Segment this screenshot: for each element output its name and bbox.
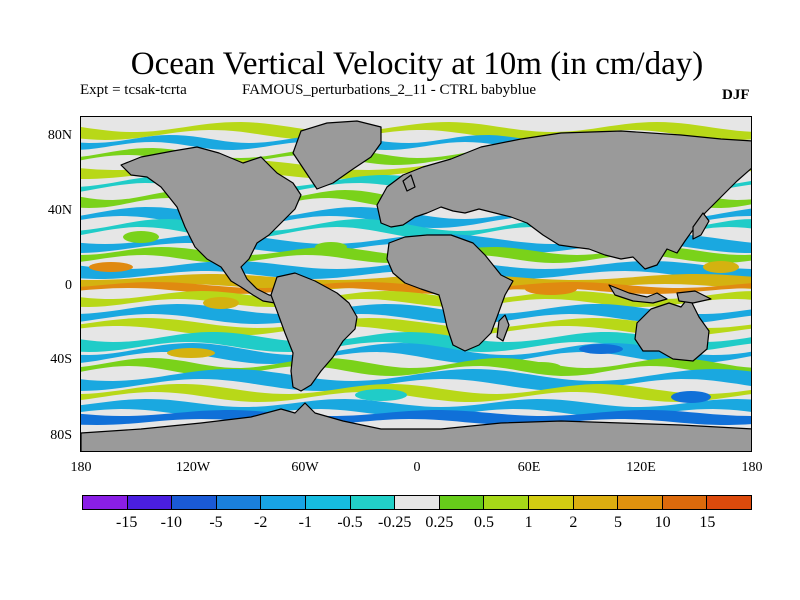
legend-color-box: [484, 496, 529, 509]
velocity-contour-band: [81, 384, 751, 402]
velocity-patch: [167, 348, 215, 358]
antarctica-landmass: [81, 402, 751, 451]
legend-value-label: -1: [298, 514, 312, 531]
velocity-patch: [203, 297, 239, 309]
legend-value-label: -5: [209, 514, 223, 531]
lon-tick-label: 60W: [291, 460, 319, 475]
legend-color-box: [261, 496, 306, 509]
legend-color-box: [707, 496, 751, 509]
legend-color-box: [618, 496, 663, 509]
greenland-landmass: [292, 120, 382, 190]
season-label: DJF: [722, 87, 750, 103]
lon-tick-label: 180: [70, 460, 92, 475]
lon-tick-label: 120E: [626, 460, 656, 475]
lat-tick-label: 80S: [50, 428, 72, 443]
velocity-patch: [703, 261, 739, 273]
new-guinea-landmass: [676, 290, 712, 304]
velocity-patch: [579, 344, 623, 354]
legend-color-box: [216, 496, 262, 509]
velocity-contour-band: [81, 318, 751, 336]
legend-value-label: -2: [253, 514, 268, 531]
legend-color-box: [395, 496, 440, 509]
south-america-landmass: [270, 272, 358, 392]
legend-color-box: [439, 496, 485, 509]
lon-tick-label: 180: [741, 460, 763, 475]
velocity-patch: [89, 262, 133, 272]
lat-tick-label: 40S: [50, 352, 72, 367]
legend-color-box: [305, 496, 351, 509]
legend-color-box: [83, 496, 128, 509]
legend-color-box: [573, 496, 619, 509]
legend-color-box: [127, 496, 173, 509]
lat-tick-label: 40N: [47, 203, 72, 218]
legend-color-box: [662, 496, 708, 509]
experiment-label: Expt = tcsak-tcrta: [80, 82, 187, 98]
madagascar-landmass: [496, 314, 510, 342]
velocity-patch: [123, 231, 159, 243]
japan-islands: [692, 212, 710, 240]
legend-value-label: -0.5: [337, 514, 363, 531]
map-title: Ocean Vertical Velocity at 10m (in cm/da…: [130, 46, 704, 82]
legend-value-label: 10: [654, 514, 671, 531]
velocity-patch: [525, 283, 577, 295]
velocity-patch: [521, 362, 561, 372]
legend-value-label: 0.25: [425, 514, 454, 531]
lat-tick-label: 80N: [47, 128, 72, 143]
color-legend-bar: [82, 495, 752, 510]
legend-value-label: 5: [614, 514, 622, 531]
legend-value-label: -0.25: [377, 514, 412, 531]
indonesia-islands: [608, 284, 668, 304]
velocity-contour-band: [81, 304, 751, 324]
africa-landmass: [386, 234, 514, 352]
lon-tick-label: 0: [413, 460, 421, 475]
legend-value-label: 2: [569, 514, 578, 531]
legend-color-box: [172, 496, 217, 509]
lon-tick-label: 60E: [517, 460, 541, 475]
velocity-contour-band: [81, 291, 751, 307]
velocity-patch: [315, 242, 347, 252]
legend-value-label: 0.5: [474, 514, 494, 531]
description-label: FAMOUS_perturbations_2_11 - CTRL babyblu…: [242, 82, 537, 98]
legend-value-label: 15: [699, 514, 716, 531]
velocity-contour-band: [81, 122, 751, 140]
lat-tick-label: 0: [65, 278, 72, 293]
uk-islands: [402, 174, 416, 192]
australia-landmass: [634, 296, 710, 362]
legend-value-label: -15: [115, 514, 138, 531]
eurasia-landmass: [376, 130, 751, 270]
north-america-landmass: [120, 146, 302, 304]
legend-color-box: [528, 496, 574, 509]
legend-color-box: [350, 496, 396, 509]
velocity-patch: [671, 391, 711, 403]
velocity-contour-band: [81, 332, 751, 352]
velocity-contour-band: [81, 135, 751, 150]
legend-value-label: -10: [160, 514, 182, 531]
world-map: [80, 116, 752, 452]
velocity-patch: [355, 389, 407, 401]
lon-tick-label: 120W: [175, 460, 211, 475]
legend-value-label: 1: [524, 514, 533, 531]
